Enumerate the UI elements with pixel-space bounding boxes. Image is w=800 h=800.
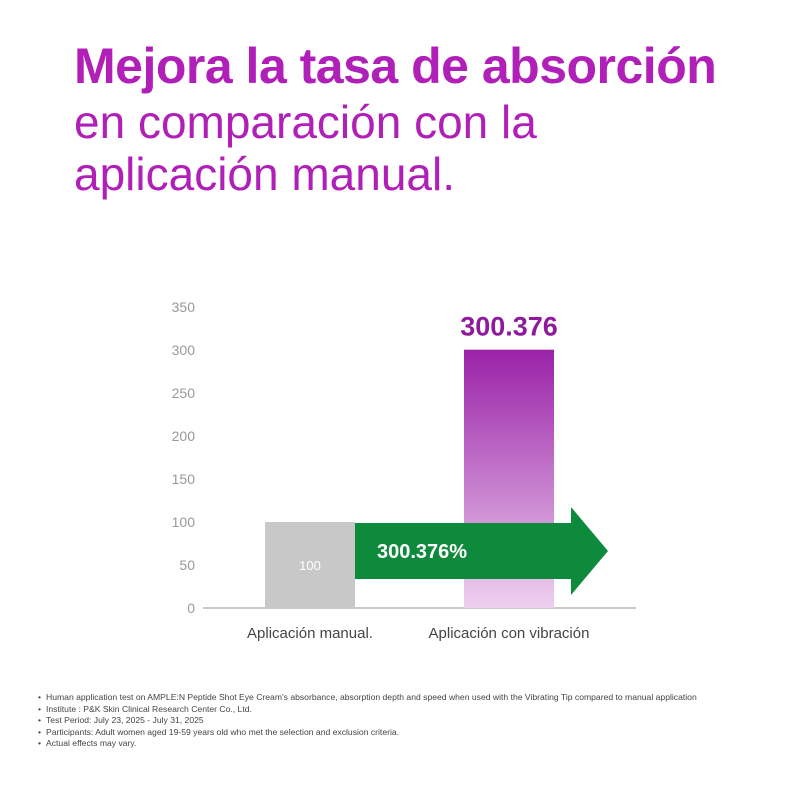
footnote-item: Test Period: July 23, 2025 - July 31, 20… — [38, 715, 778, 727]
headline-line-3: aplicación manual. — [74, 148, 456, 200]
x-category-label: Aplicación manual. — [247, 625, 373, 642]
footnote-item: Actual effects may vary. — [38, 738, 778, 750]
headline-bold: Mejora la tasa de absorción — [74, 38, 717, 94]
y-tick-label: 150 — [172, 471, 196, 487]
y-tick-label: 0 — [187, 600, 195, 616]
y-tick-label: 350 — [172, 299, 196, 315]
absorption-bar-chart: 0 50 100 150 200 250 300 350 100 300.376 300.376% A… — [172, 299, 636, 642]
bar-manual — [265, 522, 355, 608]
footnote-item: Human application test on AMPLE:N Peptid… — [38, 692, 778, 704]
y-tick-label: 250 — [172, 385, 196, 401]
y-tick-label: 100 — [172, 514, 196, 530]
x-category-label: Aplicación con vibración — [429, 625, 590, 642]
footnote-item: Institute : P&K Skin Clinical Research C… — [38, 704, 778, 716]
footnote-item: Participants: Adult women aged 19-59 yea… — [38, 727, 778, 739]
arrow-label: 300.376% — [377, 541, 467, 563]
y-tick-label: 50 — [179, 557, 195, 573]
y-tick-label: 300 — [172, 342, 196, 358]
footnotes: Human application test on AMPLE:N Peptid… — [38, 692, 778, 750]
value-label-manual: 100 — [299, 558, 321, 573]
value-label-vibration: 300.376 — [460, 312, 558, 342]
headline-line-2: en comparación con la — [74, 96, 537, 148]
headline: Mejora la tasa de absorción en comparaci… — [74, 36, 774, 200]
growth-arrow — [355, 507, 608, 595]
y-tick-label: 200 — [172, 428, 196, 444]
